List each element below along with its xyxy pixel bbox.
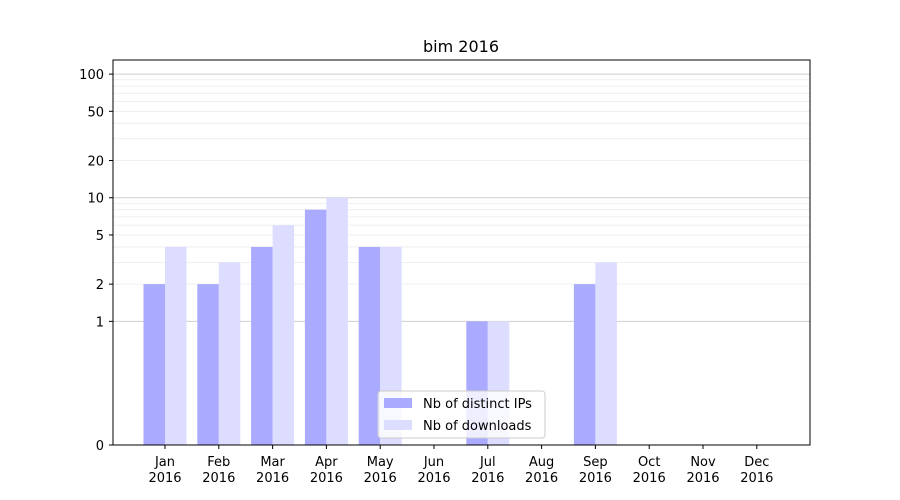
plot-frame [112, 59, 811, 446]
y-tick-label: 5 [96, 229, 104, 244]
legend-box [377, 390, 546, 439]
x-tick-label: Feb 2016 [202, 455, 235, 486]
y-tick-label: 50 [87, 105, 104, 120]
bar-ips [304, 209, 327, 445]
x-tick-label: Nov 2016 [686, 455, 719, 486]
y-tick-label: 0 [96, 439, 104, 454]
legend-label: Nb of downloads [423, 419, 532, 434]
x-tick-label: Jun 2016 [417, 455, 450, 486]
y-tick-label: 100 [79, 68, 104, 83]
bar-ips [251, 246, 273, 445]
x-tick-label: Oct 2016 [633, 455, 666, 486]
x-tick-label: Aug 2016 [525, 455, 558, 486]
bar-downloads [595, 262, 617, 445]
y-tick-label: 20 [87, 155, 104, 170]
legend-swatch [384, 398, 412, 408]
x-axis: Jan 2016 Feb 2016 Mar 2016 Apr 2016 May 2016 Jun 20… [148, 445, 773, 486]
x-tick-label: Mar 2016 [256, 455, 289, 486]
bar-ips [143, 284, 165, 445]
y-tick-label: 1 [96, 315, 104, 330]
bar-downloads [165, 246, 187, 445]
chart-title: bim 2016 [423, 37, 499, 56]
y-tick-label: 10 [87, 192, 104, 207]
legend: Nb of distinct IPs Nb of downloads [377, 390, 546, 439]
x-tick-label: Dec 2016 [740, 455, 773, 486]
legend-swatch [384, 420, 412, 430]
bar-ips [573, 284, 596, 445]
bar-ips [197, 284, 219, 445]
bar-ips [358, 246, 381, 445]
bar-downloads [272, 225, 295, 445]
grid-lines [113, 73, 810, 322]
x-tick-label: Jul 2016 [471, 455, 504, 486]
bar-downloads [218, 262, 241, 445]
x-tick-label: Jan 2016 [148, 455, 181, 486]
legend-label: Nb of distinct IPs [423, 397, 532, 412]
x-tick-label: Apr 2016 [310, 455, 343, 486]
y-axis: 0 1 2 5 10 20 50 100 [79, 68, 113, 454]
bar-downloads [326, 197, 348, 445]
y-tick-label: 2 [96, 278, 104, 293]
x-tick-label: May 2016 [364, 455, 397, 486]
x-tick-label: Sep 2016 [579, 455, 612, 486]
